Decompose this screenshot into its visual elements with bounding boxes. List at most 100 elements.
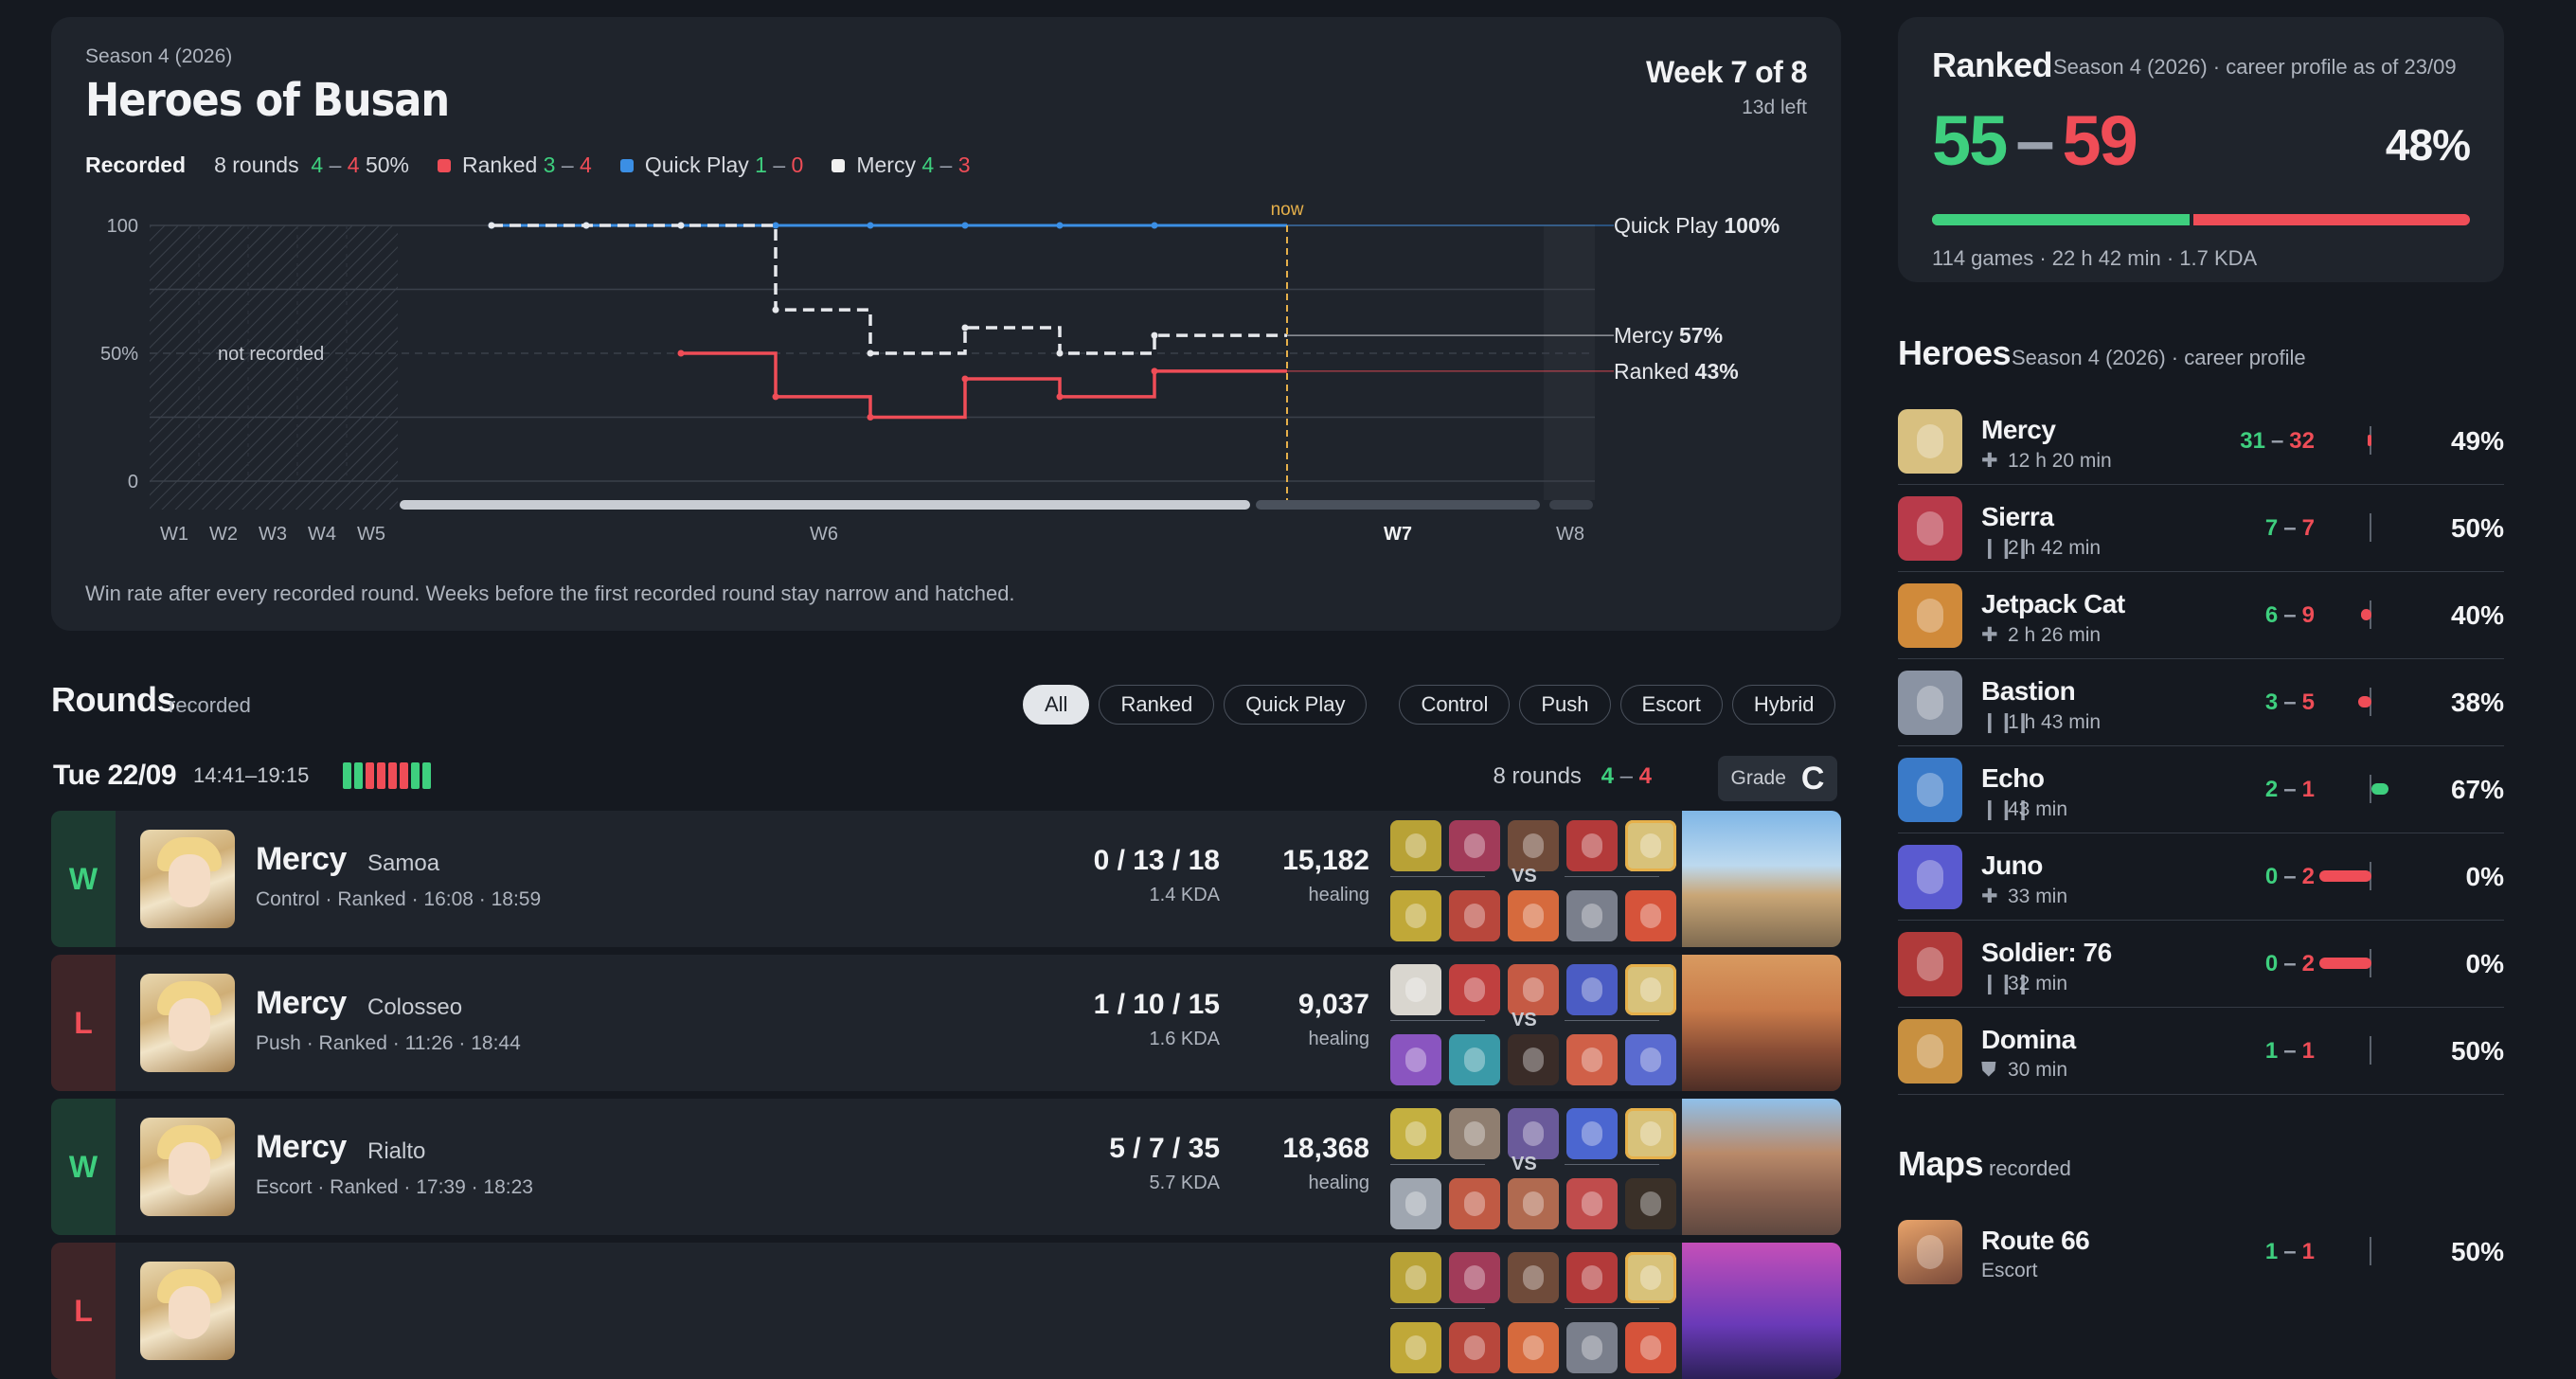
hero-avatar[interactable]	[1508, 1322, 1559, 1373]
hero-avatar[interactable]	[1449, 964, 1500, 1015]
hero-avatar[interactable]	[1508, 964, 1559, 1015]
result-badge: L	[51, 1243, 116, 1379]
y-tick-label: 100	[107, 216, 138, 237]
hero-avatar[interactable]	[1390, 1108, 1441, 1159]
hero-avatar[interactable]	[1508, 1252, 1559, 1303]
hero-avatar[interactable]	[1390, 964, 1441, 1015]
round-row[interactable]: W Mercy Rialto Escort · Ranked · 17:39 ·…	[51, 1099, 1841, 1235]
hero-name: Soldier: 76	[1981, 938, 2112, 967]
hero-avatar[interactable]	[1625, 820, 1676, 871]
round-row[interactable]: L	[51, 1243, 1841, 1379]
round-healing: 9,037	[1297, 989, 1369, 1020]
hero-avatar[interactable]	[1508, 1108, 1559, 1159]
series-point	[1151, 331, 1158, 339]
hero-avatar[interactable]	[1390, 890, 1441, 941]
hero-avatar[interactable]	[1625, 1034, 1676, 1085]
hero-avatar[interactable]	[1566, 820, 1618, 871]
round-kda-ratio: 5.7 KDA	[1149, 1173, 1220, 1193]
hero-avatar[interactable]	[1449, 1108, 1500, 1159]
map-thumbnail	[1898, 1220, 1962, 1284]
round-kda: 0 / 13 / 18	[1093, 845, 1220, 876]
hero-row-jetpack-cat[interactable]: Jetpack Cat ✚ 2 h 26 min 6–9 40%	[1898, 572, 2504, 659]
hero-avatar[interactable]	[1390, 1178, 1441, 1229]
vs-divider	[1390, 1020, 1485, 1021]
hero-row-sierra[interactable]: Sierra ❙❙❙2 h 42 min 7–7 50%	[1898, 485, 2504, 572]
hero-avatar[interactable]	[1449, 1322, 1500, 1373]
quick-play-swatch	[619, 158, 634, 172]
hero-avatar	[1898, 1019, 1962, 1084]
round-meta: Escort · Ranked · 17:39 · 18:23	[256, 1176, 533, 1198]
filter-all[interactable]: All	[1023, 685, 1090, 725]
hero-row-juno[interactable]: Juno ✚ 33 min 0–2 0%	[1898, 833, 2504, 921]
legend-rounds: 8 rounds 4 – 4 50%	[214, 152, 409, 177]
filter-escort[interactable]: Escort	[1619, 685, 1723, 725]
map-name: Route 66	[1981, 1226, 2090, 1255]
hero-avatar[interactable]	[1449, 1178, 1500, 1229]
hero-avatar[interactable]	[1625, 1178, 1676, 1229]
hero-avatar[interactable]	[1390, 1252, 1441, 1303]
hero-row-soldier-76[interactable]: Soldier: 76 ❙❙❙32 min 0–2 0%	[1898, 921, 2504, 1008]
hero-row-mercy[interactable]: Mercy ✚ 12 h 20 min 31–32 49%	[1898, 398, 2504, 485]
hero-avatar[interactable]	[1566, 1108, 1618, 1159]
hero-avatar[interactable]	[1508, 1178, 1559, 1229]
day-result-bar	[377, 762, 385, 789]
round-row[interactable]: W Mercy Samoa Control · Ranked · 16:08 ·…	[51, 811, 1841, 947]
hero-avatar[interactable]	[1566, 1034, 1618, 1085]
filter-push[interactable]: Push	[1519, 685, 1611, 725]
enemy-team	[1390, 1178, 1676, 1229]
enemy-team	[1390, 1322, 1676, 1373]
filter-ranked[interactable]: Ranked	[1099, 685, 1215, 725]
map-thumbnail	[1682, 1243, 1841, 1379]
legend-ranked[interactable]: Ranked 3 – 4	[438, 152, 592, 178]
winrate-center-line	[2370, 775, 2371, 803]
hero-avatar[interactable]	[1390, 1034, 1441, 1085]
hero-row-echo[interactable]: Echo ❙❙❙43 min 2–1 67%	[1898, 746, 2504, 833]
filter-hybrid[interactable]: Hybrid	[1731, 685, 1836, 725]
hero-row-bastion[interactable]: Bastion ❙❙❙1 h 43 min 3–5 38%	[1898, 659, 2504, 746]
hero-avatar[interactable]	[1625, 1322, 1676, 1373]
mercy-swatch	[832, 158, 846, 172]
hero-avatar[interactable]	[1508, 820, 1559, 871]
hero-avatar[interactable]	[1566, 1322, 1618, 1373]
round-map: Colosseo	[367, 994, 463, 1020]
hero-avatar[interactable]	[1566, 964, 1618, 1015]
hero-portrait	[140, 974, 235, 1072]
winrate-center-line	[2370, 1036, 2371, 1065]
hero-avatar[interactable]	[1449, 820, 1500, 871]
hero-avatar[interactable]	[1390, 1322, 1441, 1373]
map-row-route-66[interactable]: Route 66 Escort 1–1 50%	[1898, 1209, 2504, 1296]
hero-avatar[interactable]	[1566, 1252, 1618, 1303]
filter-quick-play[interactable]: Quick Play	[1224, 685, 1368, 725]
hero-avatar[interactable]	[1625, 890, 1676, 941]
hero-avatar[interactable]	[1625, 964, 1676, 1015]
series-point	[772, 222, 779, 229]
x-tick-label: W2	[209, 524, 238, 545]
plus-icon: ✚	[1981, 886, 1998, 907]
hero-avatar[interactable]	[1449, 1252, 1500, 1303]
round-hero: Mercy	[256, 985, 347, 1021]
series-point	[677, 222, 685, 229]
hero-avatar	[1898, 932, 1962, 996]
hero-avatar[interactable]	[1566, 890, 1618, 941]
hero-avatar[interactable]	[1390, 820, 1441, 871]
legend-mercy[interactable]: Mercy 4 – 3	[832, 152, 971, 178]
filter-control[interactable]: Control	[1399, 685, 1511, 725]
hero-avatar[interactable]	[1625, 1108, 1676, 1159]
legend-quick-play[interactable]: Quick Play 1 – 0	[619, 152, 803, 178]
hero-avatar[interactable]	[1625, 1252, 1676, 1303]
vs-label: VS	[1512, 866, 1537, 886]
hero-time: ❙❙❙43 min	[1981, 798, 2068, 820]
hero-avatar[interactable]	[1449, 890, 1500, 941]
hero-row-domina[interactable]: Domina ⛊ 30 min 1–1 50%	[1898, 1008, 2504, 1095]
future-week-shade	[1544, 225, 1595, 500]
hero-avatar[interactable]	[1449, 1034, 1500, 1085]
hero-avatar[interactable]	[1566, 1178, 1618, 1229]
hero-name: Mercy	[1981, 415, 2056, 444]
grade-badge[interactable]: Grade C	[1718, 756, 1837, 801]
hero-avatar[interactable]	[1508, 890, 1559, 941]
season-card: Season 4 (2026) Heroes of Busan Week 7 o…	[51, 17, 1841, 631]
round-row[interactable]: L Mercy Colosseo Push · Ranked · 11:26 ·…	[51, 955, 1841, 1091]
round-hero: Mercy	[256, 1129, 347, 1165]
vs-divider	[1390, 876, 1485, 877]
hero-avatar[interactable]	[1508, 1034, 1559, 1085]
